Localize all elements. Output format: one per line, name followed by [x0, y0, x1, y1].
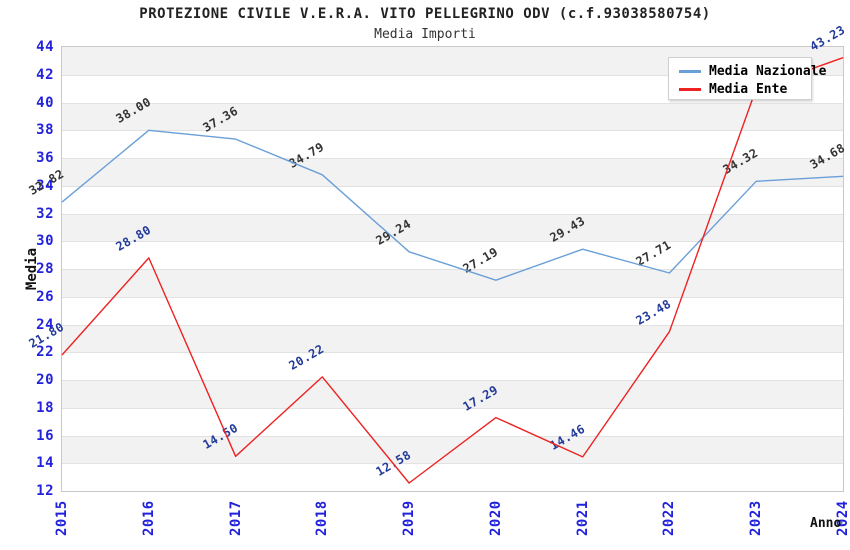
x-tick-label: 2018: [314, 500, 331, 536]
y-tick-label: 16: [36, 427, 54, 444]
y-tick-label: 24: [36, 316, 54, 333]
y-tick-label: 44: [36, 39, 54, 55]
chart-subtitle: Media Importi: [374, 27, 476, 42]
gridline: [62, 324, 843, 326]
y-tick-label: 42: [36, 66, 54, 83]
y-tick-label: 38: [36, 122, 54, 139]
y-tick-label: 12: [36, 483, 54, 499]
gridline: [62, 435, 843, 437]
x-tick-label: 2023: [748, 500, 765, 536]
gridline: [62, 380, 843, 381]
y-tick-label: 28: [36, 261, 54, 277]
y-tick-label: 18: [36, 399, 54, 416]
x-tick-label: 2016: [140, 500, 157, 536]
x-tick-label: 2020: [487, 500, 504, 536]
y-tick-label: 20: [36, 372, 54, 388]
plot-band: [62, 407, 843, 436]
gridline: [62, 130, 843, 132]
plot-band: [62, 435, 843, 464]
gridline: [62, 407, 843, 409]
y-tick-label: 36: [36, 150, 54, 166]
gridline: [62, 296, 843, 298]
legend-item-media-ente: Media Ente: [679, 80, 811, 98]
plot-band: [62, 324, 843, 353]
y-tick-label: 26: [36, 288, 54, 305]
plot-area: [62, 47, 843, 491]
legend-item-media-nazionale: Media Nazionale: [679, 62, 826, 80]
y-tick-label: 34: [36, 177, 54, 194]
gridline: [62, 352, 843, 354]
x-tick-label: 2021: [574, 500, 591, 536]
y-axis-title: Media: [24, 247, 40, 291]
gridline: [62, 463, 843, 465]
x-tick-label: 2017: [227, 500, 244, 536]
plot-band: [62, 269, 843, 297]
gridline: [62, 158, 843, 159]
x-tick-label: 2015: [54, 500, 70, 536]
x-axis-title: Anno: [810, 516, 842, 531]
y-tick-label: 22: [36, 344, 54, 361]
legend: Media Nazionale Media Ente: [668, 57, 826, 100]
plot-band: [62, 296, 843, 325]
y-tick-label: 32: [36, 205, 54, 222]
plot-band: [62, 213, 843, 242]
y-tick-label: 40: [36, 94, 54, 111]
y-tick-label: 30: [36, 233, 54, 250]
plot-band: [62, 130, 843, 158]
legend-label: Media Nazionale: [709, 63, 827, 79]
gridline: [62, 185, 843, 187]
legend-swatch-blue-line: [679, 69, 701, 73]
plot-band: [62, 241, 843, 269]
plot-band: [62, 185, 843, 214]
x-tick-label: 2019: [401, 500, 418, 536]
plot-band: [62, 102, 843, 131]
plot-band: [62, 352, 843, 380]
chart-title: PROTEZIONE CIVILE V.E.R.A. VITO PELLEGRI…: [139, 6, 711, 22]
plot-band: [62, 380, 843, 408]
y-tick-label: 14: [36, 455, 54, 472]
gridline: [62, 269, 843, 270]
gridline: [62, 241, 843, 243]
legend-swatch-red-line: [679, 87, 701, 91]
x-tick-label: 2022: [661, 500, 678, 536]
gridline: [62, 102, 843, 104]
plot-band: [62, 463, 843, 491]
legend-label: Media Ente: [709, 81, 788, 97]
gridline: [62, 213, 843, 215]
